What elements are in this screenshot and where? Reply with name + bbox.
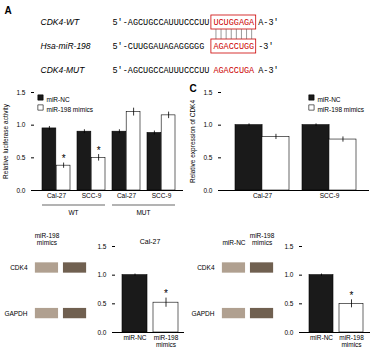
svg-text:0.0: 0.0 bbox=[284, 329, 293, 336]
svg-text:0.5: 0.5 bbox=[284, 300, 293, 307]
svg-text:5'-AGCUGCCAUUUCCCUU: 5'-AGCUGCCAUUUCCCUU bbox=[113, 18, 210, 28]
svg-text:0.0: 0.0 bbox=[203, 187, 212, 194]
svg-text:0.5: 0.5 bbox=[16, 154, 25, 161]
svg-text:AGACCUGA: AGACCUGA bbox=[213, 66, 255, 76]
svg-text:0.5: 0.5 bbox=[203, 154, 212, 161]
svg-text:miR-198mimics: miR-198mimics bbox=[154, 334, 179, 348]
svg-text:GAPDH: GAPDH bbox=[4, 310, 27, 317]
svg-text:0.0: 0.0 bbox=[16, 187, 25, 194]
svg-text:miR-NC: miR-NC bbox=[317, 96, 340, 103]
svg-text:Cal-27: Cal-27 bbox=[253, 192, 273, 199]
svg-text:MUT: MUT bbox=[136, 209, 150, 216]
svg-text:1.0: 1.0 bbox=[203, 121, 212, 128]
svg-text:*: * bbox=[62, 153, 66, 164]
svg-text:*: * bbox=[164, 288, 168, 299]
svg-text:5'-CUUGGAUAGAGGGGG: 5'-CUUGGAUAGAGGGGG bbox=[113, 42, 205, 52]
svg-text:Cal-27: Cal-27 bbox=[117, 192, 137, 199]
svg-text:miR-198mimics: miR-198mimics bbox=[250, 232, 275, 246]
svg-text:SCC-9: SCC-9 bbox=[320, 192, 340, 199]
svg-text:miR-198mimics: miR-198mimics bbox=[35, 232, 60, 246]
svg-text:Hsa-miR-198: Hsa-miR-198 bbox=[41, 41, 91, 51]
svg-text:A-3': A-3' bbox=[258, 18, 278, 28]
svg-text:Cal-27: Cal-27 bbox=[140, 238, 161, 245]
svg-text:SCC-9: SCC-9 bbox=[152, 192, 172, 199]
svg-text:CDK4-MUT: CDK4-MUT bbox=[41, 65, 86, 75]
svg-text:CDK4-WT: CDK4-WT bbox=[41, 17, 81, 27]
svg-text:UCUGGAGA: UCUGGAGA bbox=[213, 18, 255, 28]
svg-text:1.5: 1.5 bbox=[284, 243, 293, 250]
svg-text:miR-198 mimics: miR-198 mimics bbox=[317, 106, 364, 113]
svg-text:Relative expression of CDK4: Relative expression of CDK4 bbox=[189, 100, 197, 183]
svg-text:CDK4: CDK4 bbox=[197, 264, 215, 271]
svg-text:5'-AGCUGCCAUUUCCCUU: 5'-AGCUGCCAUUUCCCUU bbox=[113, 66, 210, 76]
svg-text:Relative luciferase activity: Relative luciferase activity bbox=[2, 103, 10, 179]
svg-text:1.5: 1.5 bbox=[16, 89, 25, 96]
svg-text:1.0: 1.0 bbox=[284, 271, 293, 278]
svg-text:GAPDH: GAPDH bbox=[191, 310, 214, 317]
svg-text:miR-NC: miR-NC bbox=[310, 334, 333, 341]
svg-text:Cal-27: Cal-27 bbox=[47, 192, 67, 199]
svg-text:-3': -3' bbox=[258, 42, 273, 52]
svg-text:1.0: 1.0 bbox=[97, 271, 106, 278]
svg-text:AGACCUGG: AGACCUGG bbox=[213, 42, 254, 52]
svg-text:miR-198 mimics: miR-198 mimics bbox=[47, 106, 94, 113]
svg-text:1.0: 1.0 bbox=[16, 121, 25, 128]
svg-text:0.0: 0.0 bbox=[97, 329, 106, 336]
svg-text:1.5: 1.5 bbox=[203, 89, 212, 96]
svg-text:miR-198mimics: miR-198mimics bbox=[339, 334, 364, 348]
svg-text:*: * bbox=[350, 290, 354, 301]
svg-text:0.5: 0.5 bbox=[97, 300, 106, 307]
svg-text:SCC-9: SCC-9 bbox=[82, 192, 102, 199]
svg-text:WT: WT bbox=[68, 209, 78, 216]
svg-text:CDK4: CDK4 bbox=[10, 264, 28, 271]
svg-text:miR-NC: miR-NC bbox=[123, 334, 146, 341]
svg-text:miR-NC: miR-NC bbox=[222, 239, 245, 246]
svg-text:A: A bbox=[5, 5, 12, 16]
svg-text:1.5: 1.5 bbox=[97, 243, 106, 250]
svg-text:miR-NC: miR-NC bbox=[47, 96, 70, 103]
svg-text:C: C bbox=[190, 83, 197, 94]
svg-text:*: * bbox=[97, 145, 101, 156]
svg-text:A-3': A-3' bbox=[258, 66, 278, 76]
